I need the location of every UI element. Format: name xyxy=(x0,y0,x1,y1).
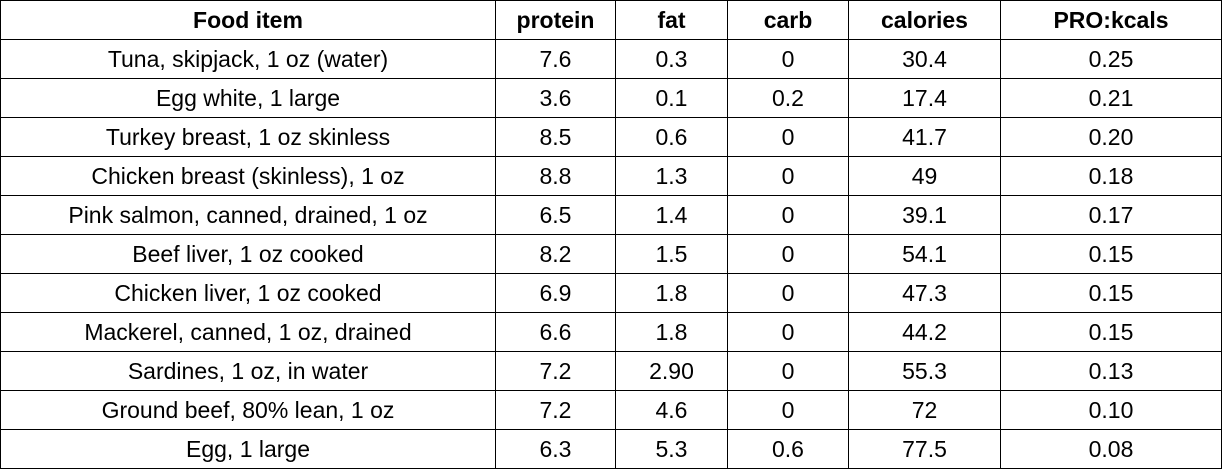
value-cell: 0 xyxy=(727,39,849,79)
table-row: Chicken breast (skinless), 1 oz 8.8 1.3 0 49… xyxy=(0,156,1222,196)
table-row: Tuna, skipjack, 1 oz (water) 7.6 0.3 0 30.4 0… xyxy=(0,39,1222,79)
food-cell: Tuna, skipjack, 1 oz (water) xyxy=(0,39,496,79)
value-cell: 0.25 xyxy=(1000,39,1222,79)
table-row: Turkey breast, 1 oz skinless 8.5 0.6 0 41.7 0… xyxy=(0,117,1222,157)
header-cell: carb xyxy=(727,0,849,40)
table-row: Sardines, 1 oz, in water 7.2 2.90 0 55.3 0.13 xyxy=(0,351,1222,391)
header-cell: Food item xyxy=(0,0,496,40)
table-row: Pink salmon, canned, drained, 1 oz 6.5 1.4… xyxy=(0,195,1222,235)
value-cell: 0.15 xyxy=(1000,234,1222,274)
value-cell: 0 xyxy=(727,234,849,274)
value-cell: 1.8 xyxy=(615,273,728,313)
value-cell: 0.6 xyxy=(727,429,849,469)
value-cell: 6.9 xyxy=(495,273,616,313)
table-row: Mackerel, canned, 1 oz, drained 6.6 1.8 0 44… xyxy=(0,312,1222,352)
food-cell: Pink salmon, canned, drained, 1 oz xyxy=(0,195,496,235)
value-cell: 47.3 xyxy=(848,273,1001,313)
table-row: Egg, 1 large 6.3 5.3 0.6 77.5 0.08 xyxy=(0,429,1222,469)
value-cell: 5.3 xyxy=(615,429,728,469)
value-cell: 30.4 xyxy=(848,39,1001,79)
value-cell: 0.10 xyxy=(1000,390,1222,430)
value-cell: 39.1 xyxy=(848,195,1001,235)
value-cell: 8.5 xyxy=(495,117,616,157)
value-cell: 0.1 xyxy=(615,78,728,118)
table-row: Egg white, 1 large 3.6 0.1 0.2 17.4 0.21 xyxy=(0,78,1222,118)
value-cell: 7.6 xyxy=(495,39,616,79)
value-cell: 1.8 xyxy=(615,312,728,352)
value-cell: 0.6 xyxy=(615,117,728,157)
table-body: Tuna, skipjack, 1 oz (water) 7.6 0.3 0 30.4 0… xyxy=(0,39,1222,469)
value-cell: 3.6 xyxy=(495,78,616,118)
value-cell: 55.3 xyxy=(848,351,1001,391)
value-cell: 0.20 xyxy=(1000,117,1222,157)
header-cell: calories xyxy=(848,0,1001,40)
header-cell: fat xyxy=(615,0,728,40)
value-cell: 1.5 xyxy=(615,234,728,274)
value-cell: 77.5 xyxy=(848,429,1001,469)
value-cell: 54.1 xyxy=(848,234,1001,274)
food-cell: Ground beef, 80% lean, 1 oz xyxy=(0,390,496,430)
value-cell: 41.7 xyxy=(848,117,1001,157)
value-cell: 49 xyxy=(848,156,1001,196)
value-cell: 72 xyxy=(848,390,1001,430)
food-cell: Egg white, 1 large xyxy=(0,78,496,118)
value-cell: 0.15 xyxy=(1000,273,1222,313)
value-cell: 6.6 xyxy=(495,312,616,352)
header-row: Food item protein fat carb calories PRO:kcals xyxy=(0,0,1222,40)
value-cell: 17.4 xyxy=(848,78,1001,118)
value-cell: 8.2 xyxy=(495,234,616,274)
food-cell: Egg, 1 large xyxy=(0,429,496,469)
value-cell: 0 xyxy=(727,195,849,235)
value-cell: 1.3 xyxy=(615,156,728,196)
food-cell: Turkey breast, 1 oz skinless xyxy=(0,117,496,157)
table-row: Ground beef, 80% lean, 1 oz 7.2 4.6 0 72 0.10 xyxy=(0,390,1222,430)
value-cell: 0 xyxy=(727,390,849,430)
value-cell: 0 xyxy=(727,117,849,157)
header-cell: protein xyxy=(495,0,616,40)
food-cell: Mackerel, canned, 1 oz, drained xyxy=(0,312,496,352)
value-cell: 0.15 xyxy=(1000,312,1222,352)
value-cell: 0.13 xyxy=(1000,351,1222,391)
value-cell: 6.3 xyxy=(495,429,616,469)
value-cell: 7.2 xyxy=(495,351,616,391)
value-cell: 0 xyxy=(727,273,849,313)
value-cell: 0 xyxy=(727,351,849,391)
value-cell: 8.8 xyxy=(495,156,616,196)
value-cell: 0.21 xyxy=(1000,78,1222,118)
value-cell: 0 xyxy=(727,156,849,196)
food-cell: Chicken liver, 1 oz cooked xyxy=(0,273,496,313)
table-row: Beef liver, 1 oz cooked 8.2 1.5 0 54.1 0.15 xyxy=(0,234,1222,274)
value-cell: 7.2 xyxy=(495,390,616,430)
value-cell: 2.90 xyxy=(615,351,728,391)
value-cell: 0.08 xyxy=(1000,429,1222,469)
food-cell: Chicken breast (skinless), 1 oz xyxy=(0,156,496,196)
value-cell: 0.18 xyxy=(1000,156,1222,196)
value-cell: 6.5 xyxy=(495,195,616,235)
value-cell: 4.6 xyxy=(615,390,728,430)
value-cell: 0.3 xyxy=(615,39,728,79)
table-row: Chicken liver, 1 oz cooked 6.9 1.8 0 47.3 0.1… xyxy=(0,273,1222,313)
food-cell: Sardines, 1 oz, in water xyxy=(0,351,496,391)
value-cell: 44.2 xyxy=(848,312,1001,352)
value-cell: 0 xyxy=(727,312,849,352)
food-cell: Beef liver, 1 oz cooked xyxy=(0,234,496,274)
value-cell: 0.17 xyxy=(1000,195,1222,235)
value-cell: 1.4 xyxy=(615,195,728,235)
header-cell: PRO:kcals xyxy=(1000,0,1222,40)
value-cell: 0.2 xyxy=(727,78,849,118)
